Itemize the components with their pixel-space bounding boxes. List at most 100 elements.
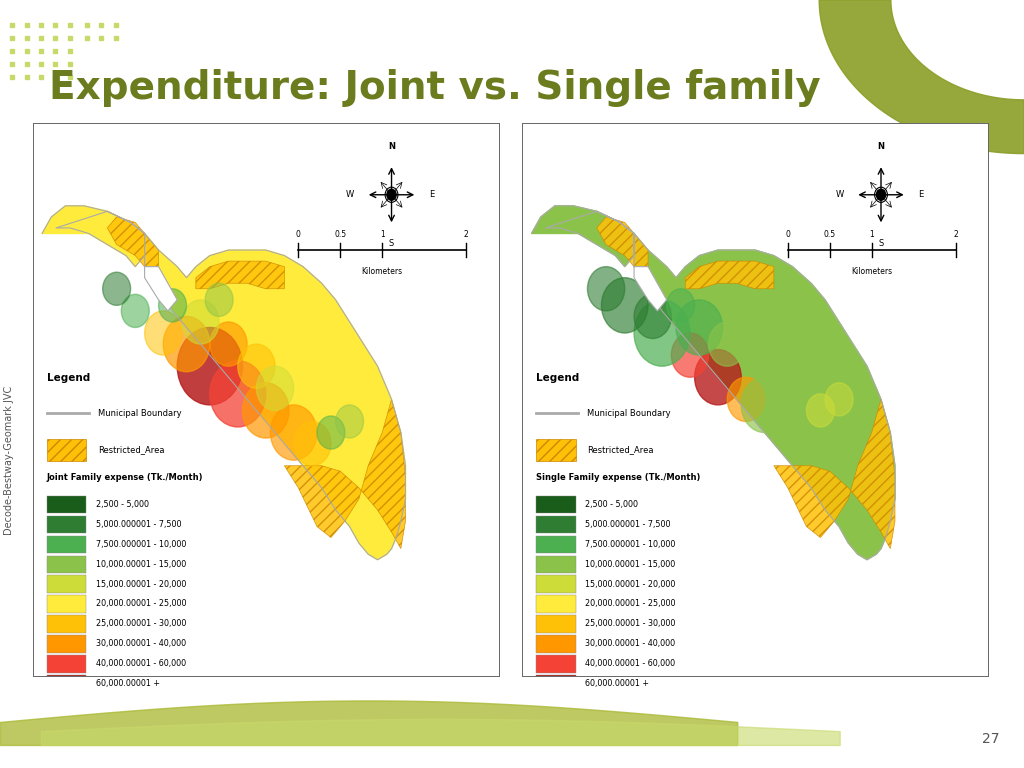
Circle shape xyxy=(741,377,787,432)
Text: E: E xyxy=(919,190,924,199)
Text: 7,500.000001 - 10,000: 7,500.000001 - 10,000 xyxy=(95,540,186,548)
Text: Decode-Bestway-Geomark JVC: Decode-Bestway-Geomark JVC xyxy=(4,386,14,535)
Polygon shape xyxy=(144,266,177,311)
Circle shape xyxy=(727,377,765,422)
Circle shape xyxy=(667,289,694,322)
Text: Joint Family expense (Tk./Month): Joint Family expense (Tk./Month) xyxy=(47,473,203,482)
Text: 27: 27 xyxy=(982,732,999,746)
Text: N: N xyxy=(388,141,395,151)
Circle shape xyxy=(177,327,243,405)
Circle shape xyxy=(709,322,745,366)
Text: 25,000.00001 - 30,000: 25,000.00001 - 30,000 xyxy=(95,619,186,628)
Text: 0.5: 0.5 xyxy=(823,230,836,239)
Text: 2,500 - 5,000: 2,500 - 5,000 xyxy=(95,500,148,509)
Text: 20,000.00001 - 25,000: 20,000.00001 - 25,000 xyxy=(95,600,186,608)
FancyBboxPatch shape xyxy=(537,516,575,533)
Text: 25,000.00001 - 30,000: 25,000.00001 - 30,000 xyxy=(585,619,676,628)
Circle shape xyxy=(159,289,186,322)
Text: 2: 2 xyxy=(953,230,957,239)
Circle shape xyxy=(672,333,709,377)
Circle shape xyxy=(694,349,741,405)
Text: Restricted_Area: Restricted_Area xyxy=(98,445,165,454)
Circle shape xyxy=(256,366,294,410)
Circle shape xyxy=(877,189,886,200)
Text: Kilometers: Kilometers xyxy=(851,266,892,276)
Text: W: W xyxy=(836,190,844,199)
Text: Restricted_Area: Restricted_Area xyxy=(588,445,654,454)
FancyBboxPatch shape xyxy=(47,496,86,513)
Circle shape xyxy=(121,294,150,327)
Text: 5,000.000001 - 7,500: 5,000.000001 - 7,500 xyxy=(585,520,671,529)
Circle shape xyxy=(102,272,131,306)
Text: W: W xyxy=(346,190,354,199)
Circle shape xyxy=(205,283,233,316)
Text: 15,000.00001 - 20,000: 15,000.00001 - 20,000 xyxy=(95,580,186,588)
Circle shape xyxy=(210,361,266,427)
Text: 0: 0 xyxy=(785,230,791,239)
FancyBboxPatch shape xyxy=(537,439,575,462)
Text: 10,000.00001 - 15,000: 10,000.00001 - 15,000 xyxy=(95,560,186,568)
FancyBboxPatch shape xyxy=(47,535,86,553)
Circle shape xyxy=(783,410,820,455)
Circle shape xyxy=(210,322,247,366)
Circle shape xyxy=(144,311,182,355)
Text: S: S xyxy=(389,239,394,248)
Text: N: N xyxy=(878,141,885,151)
Text: 30,000.00001 - 40,000: 30,000.00001 - 40,000 xyxy=(95,639,185,648)
Circle shape xyxy=(634,294,672,339)
Polygon shape xyxy=(42,206,406,560)
Text: Municipal Boundary: Municipal Boundary xyxy=(98,409,181,418)
Circle shape xyxy=(182,300,219,344)
FancyBboxPatch shape xyxy=(537,615,575,633)
Circle shape xyxy=(317,416,345,449)
FancyBboxPatch shape xyxy=(47,635,86,653)
Circle shape xyxy=(387,189,396,200)
Text: Municipal Boundary: Municipal Boundary xyxy=(588,409,671,418)
Polygon shape xyxy=(634,266,667,311)
FancyBboxPatch shape xyxy=(537,675,575,693)
Text: 2: 2 xyxy=(464,230,468,239)
Circle shape xyxy=(163,316,210,372)
Text: Legend: Legend xyxy=(537,372,580,382)
Circle shape xyxy=(588,266,625,311)
Circle shape xyxy=(336,405,364,438)
FancyBboxPatch shape xyxy=(47,439,86,462)
Polygon shape xyxy=(531,206,895,560)
FancyBboxPatch shape xyxy=(47,675,86,693)
Polygon shape xyxy=(108,217,159,266)
Text: 60,000.00001 +: 60,000.00001 + xyxy=(585,679,649,688)
Text: Legend: Legend xyxy=(47,372,90,382)
Text: S: S xyxy=(879,239,884,248)
Text: E: E xyxy=(429,190,434,199)
Circle shape xyxy=(243,382,289,438)
Text: 20,000.00001 - 25,000: 20,000.00001 - 25,000 xyxy=(585,600,676,608)
Polygon shape xyxy=(597,217,648,266)
FancyBboxPatch shape xyxy=(47,595,86,613)
Text: 5,000.000001 - 7,500: 5,000.000001 - 7,500 xyxy=(95,520,181,529)
Text: 0.5: 0.5 xyxy=(334,230,346,239)
Circle shape xyxy=(270,405,317,460)
Text: 2,500 - 5,000: 2,500 - 5,000 xyxy=(585,500,638,509)
FancyBboxPatch shape xyxy=(537,575,575,593)
Circle shape xyxy=(238,344,275,389)
FancyBboxPatch shape xyxy=(47,516,86,533)
FancyBboxPatch shape xyxy=(47,615,86,633)
Circle shape xyxy=(676,300,723,355)
Circle shape xyxy=(601,278,648,333)
Text: 10,000.00001 - 15,000: 10,000.00001 - 15,000 xyxy=(585,560,676,568)
Text: 15,000.00001 - 20,000: 15,000.00001 - 20,000 xyxy=(585,580,676,588)
Polygon shape xyxy=(685,261,774,289)
FancyBboxPatch shape xyxy=(537,595,575,613)
FancyBboxPatch shape xyxy=(47,655,86,673)
FancyBboxPatch shape xyxy=(537,635,575,653)
FancyBboxPatch shape xyxy=(537,555,575,573)
Text: 30,000.00001 - 40,000: 30,000.00001 - 40,000 xyxy=(585,639,675,648)
Polygon shape xyxy=(196,261,285,289)
Circle shape xyxy=(765,399,802,444)
Polygon shape xyxy=(774,399,895,548)
Text: 40,000.00001 - 60,000: 40,000.00001 - 60,000 xyxy=(95,659,185,668)
Text: Expenditure: Joint vs. Single family: Expenditure: Joint vs. Single family xyxy=(49,69,821,108)
Circle shape xyxy=(807,394,835,427)
Text: 60,000.00001 +: 60,000.00001 + xyxy=(95,679,160,688)
Circle shape xyxy=(825,382,853,416)
